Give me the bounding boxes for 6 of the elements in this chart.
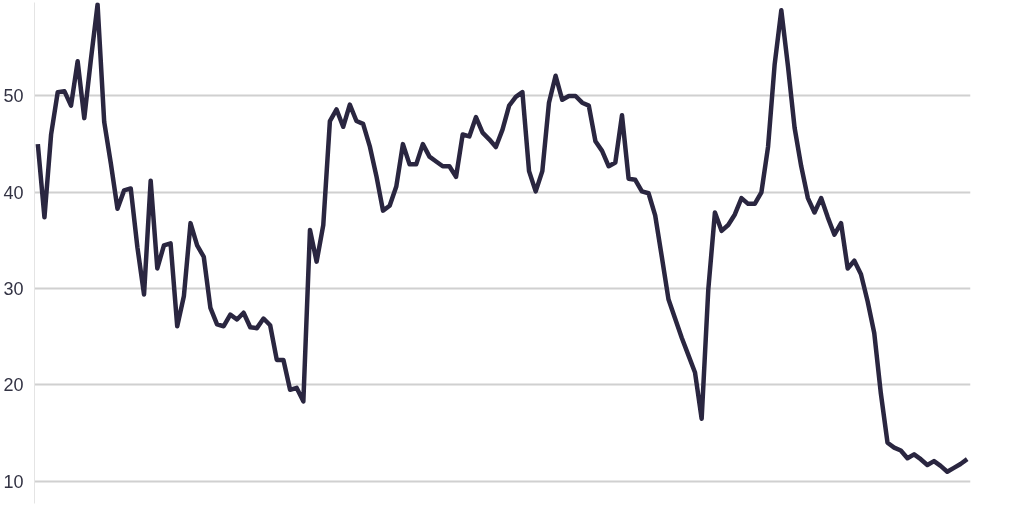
y-tick-label: 30 [3, 279, 24, 300]
y-tick-label: 40 [3, 182, 24, 203]
line-series [35, 2, 970, 474]
y-tick-label: 20 [3, 375, 24, 396]
y-tick-label: 50 [3, 86, 24, 107]
y-tick-label: 10 [3, 471, 24, 492]
